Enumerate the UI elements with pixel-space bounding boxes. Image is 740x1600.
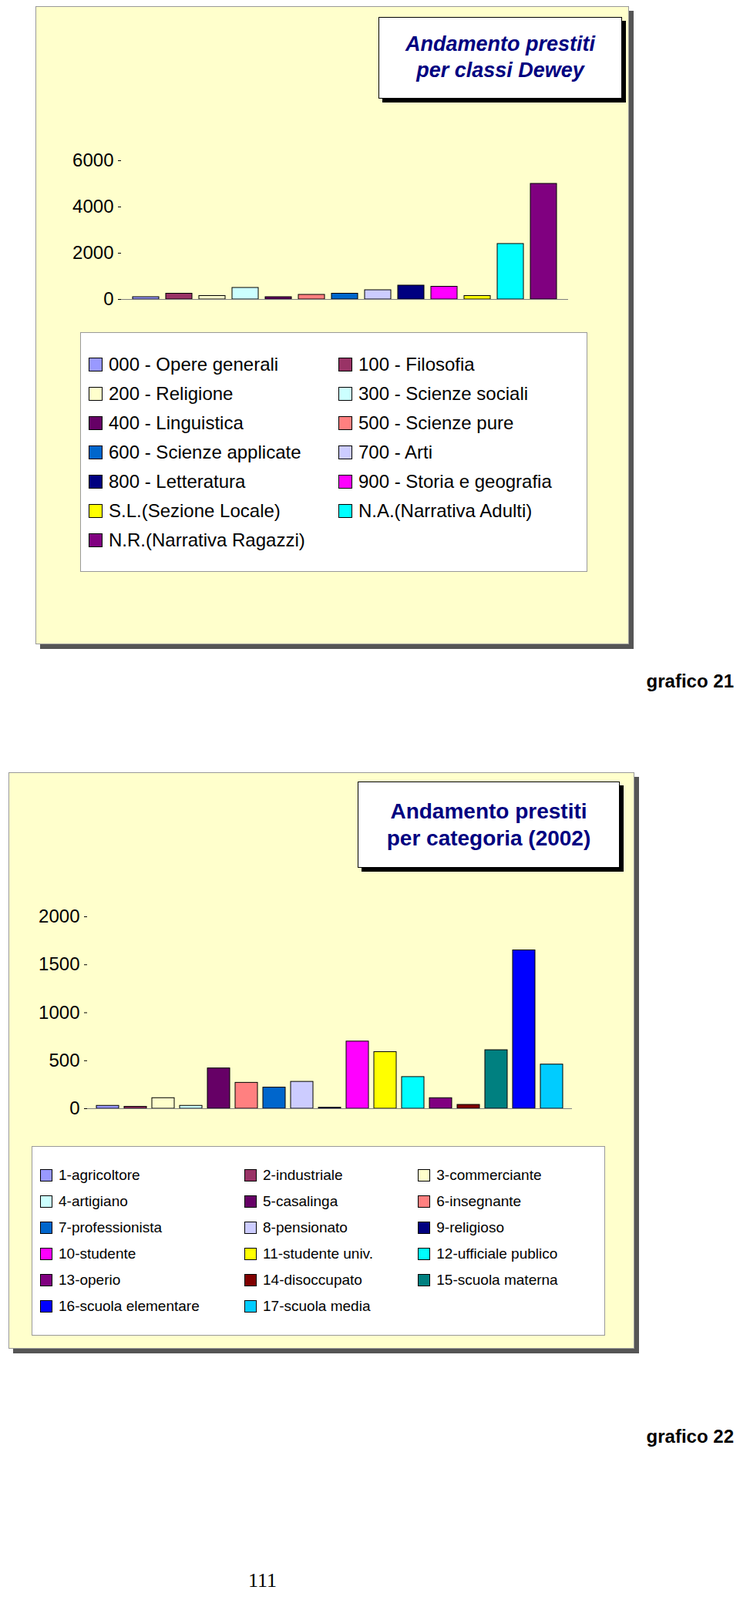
html-text:9-religioso: 9-religioso [436,1219,505,1236]
html-text:200 - Religione: 200 - Religione [108,382,234,404]
html-text:7-professionista: 7-professionista [58,1219,162,1236]
html-text:10-studente: 10-studente [58,1245,136,1262]
html-text:700 - Arti: 700 - Arti [358,441,433,463]
svg-text:2000: 2000 [72,242,114,263]
html-text:14-disoccupato: 14-disoccupato [262,1271,363,1289]
svg-text:4000: 4000 [72,195,114,217]
html-text:15-scuola materna: 15-scuola materna [436,1271,558,1289]
svg-text:6000: 6000 [72,149,114,171]
svg-text:0: 0 [103,288,114,310]
html-text:grafico 22: grafico 22 [646,1426,734,1447]
html-text:800 - Letteratura: 800 - Letteratura [108,470,246,492]
html-text:Andamento prestiti per categor: Andamento prestiti per categoria (2002) [386,799,591,851]
html-text:900 - Storia e geografia: 900 - Storia e geografia [358,470,552,492]
html-text:Andamento prestiti per classi: Andamento prestiti per classi Dewey [405,32,596,82]
html-text:N.A.(Narrativa Adulti): N.A.(Narrativa Adulti) [358,499,533,521]
html-text:1-agricoltore: 1-agricoltore [58,1167,140,1184]
svg-text:2000: 2000 [38,905,80,927]
html-text:S.L.(Sezione Locale): S.L.(Sezione Locale) [108,499,281,521]
html-text:4-artigiano: 4-artigiano [58,1193,128,1210]
svg-text:1000: 1000 [38,1002,80,1023]
html-text:300 - Scienze sociali: 300 - Scienze sociali [358,382,529,404]
html-text:16-scuola elementare: 16-scuola elementare [58,1298,200,1315]
html-text:5-casalinga: 5-casalinga [262,1193,338,1210]
svg-text:0: 0 [69,1097,80,1119]
html-text:111: 111 [248,1569,277,1592]
html-text:6-insegnante: 6-insegnante [436,1193,522,1210]
html-text:17-scuola media: 17-scuola media [262,1298,371,1315]
html-text:8-pensionato: 8-pensionato [262,1219,348,1236]
html-text:100 - Filosofia: 100 - Filosofia [358,353,475,375]
svg-text:1500: 1500 [38,953,80,975]
html-text:000 - Opere generali: 000 - Opere generali [108,353,279,375]
html-text:3-commerciante: 3-commerciante [436,1167,542,1184]
svg-text:500: 500 [48,1049,80,1071]
html-text:12-ufficiale publico: 12-ufficiale publico [436,1245,558,1262]
html-text:N.R.(Narrativa Ragazzi): N.R.(Narrativa Ragazzi) [108,529,306,550]
html-text:600 - Scienze applicate: 600 - Scienze applicate [108,441,302,463]
html-text:500 - Scienze pure: 500 - Scienze pure [358,412,514,433]
html-text:400 - Linguistica: 400 - Linguistica [108,412,244,433]
html-text:11-studente univ.: 11-studente univ. [262,1245,374,1262]
html-text:13-operio: 13-operio [58,1271,121,1289]
html-text:2-industriale: 2-industriale [262,1167,343,1184]
html-text:grafico 21: grafico 21 [646,670,734,692]
